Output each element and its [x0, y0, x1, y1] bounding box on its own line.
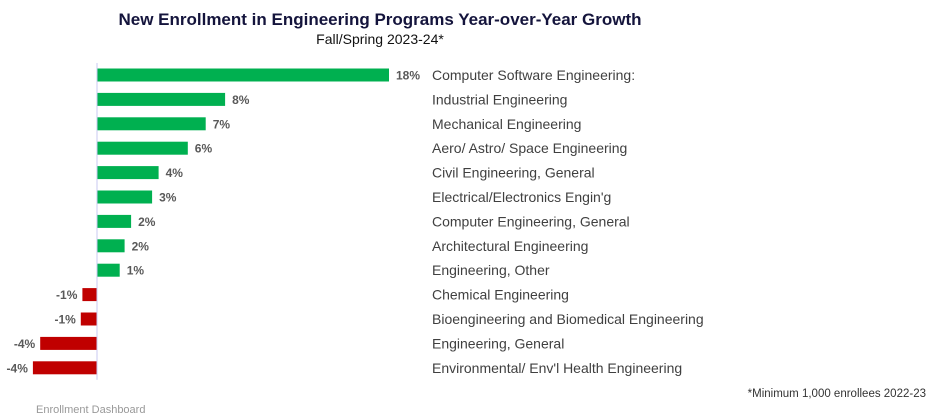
category-label: Environmental/ Env'l Health Engineering: [432, 360, 682, 376]
bar: [97, 166, 159, 180]
bar: [97, 141, 188, 155]
data-label: 7%: [213, 117, 231, 131]
data-label: 18%: [396, 69, 420, 83]
category-label: Computer Software Engineering:: [432, 67, 635, 83]
bar: [97, 263, 120, 277]
bar: [97, 214, 132, 228]
category-label: Aero/ Astro/ Space Engineering: [432, 140, 627, 156]
data-label: -4%: [7, 361, 29, 375]
category-label: Engineering, General: [432, 335, 564, 351]
bar: [82, 288, 97, 302]
category-label: Bioengineering and Biomedical Engineerin…: [432, 311, 704, 327]
data-label: 8%: [232, 93, 250, 107]
bar: [40, 336, 97, 350]
data-label: -1%: [54, 313, 76, 327]
bar: [97, 92, 226, 106]
category-label: Mechanical Engineering: [432, 116, 581, 132]
bar: [97, 239, 125, 253]
bar: [97, 68, 389, 82]
category-label: Architectural Engineering: [432, 238, 588, 254]
footnote: *Minimum 1,000 enrollees 2022-23: [747, 388, 926, 400]
source-note: Enrollment Dashboard: [36, 404, 146, 416]
category-label: Electrical/Electronics Engin'g: [432, 189, 611, 205]
category-label: Industrial Engineering: [432, 91, 567, 107]
data-label: -4%: [14, 337, 36, 351]
data-label: 2%: [132, 239, 150, 253]
chart-title: New Enrollment in Engineering Programs Y…: [118, 10, 642, 29]
category-label: Civil Engineering, General: [432, 165, 595, 181]
bar: [32, 361, 97, 375]
data-label: 3%: [159, 191, 177, 205]
category-label: Engineering, Other: [432, 262, 550, 278]
bar: [97, 117, 206, 131]
chart-subtitle: Fall/Spring 2023-24*: [316, 31, 444, 47]
data-label: 2%: [138, 215, 156, 229]
data-label: 4%: [166, 166, 184, 180]
category-label: Chemical Engineering: [432, 287, 569, 303]
data-label: -1%: [56, 288, 78, 302]
data-label: 1%: [127, 264, 145, 278]
bar: [80, 312, 97, 326]
bar: [97, 190, 153, 204]
data-label: 6%: [195, 142, 213, 156]
category-label: Computer Engineering, General: [432, 213, 630, 229]
